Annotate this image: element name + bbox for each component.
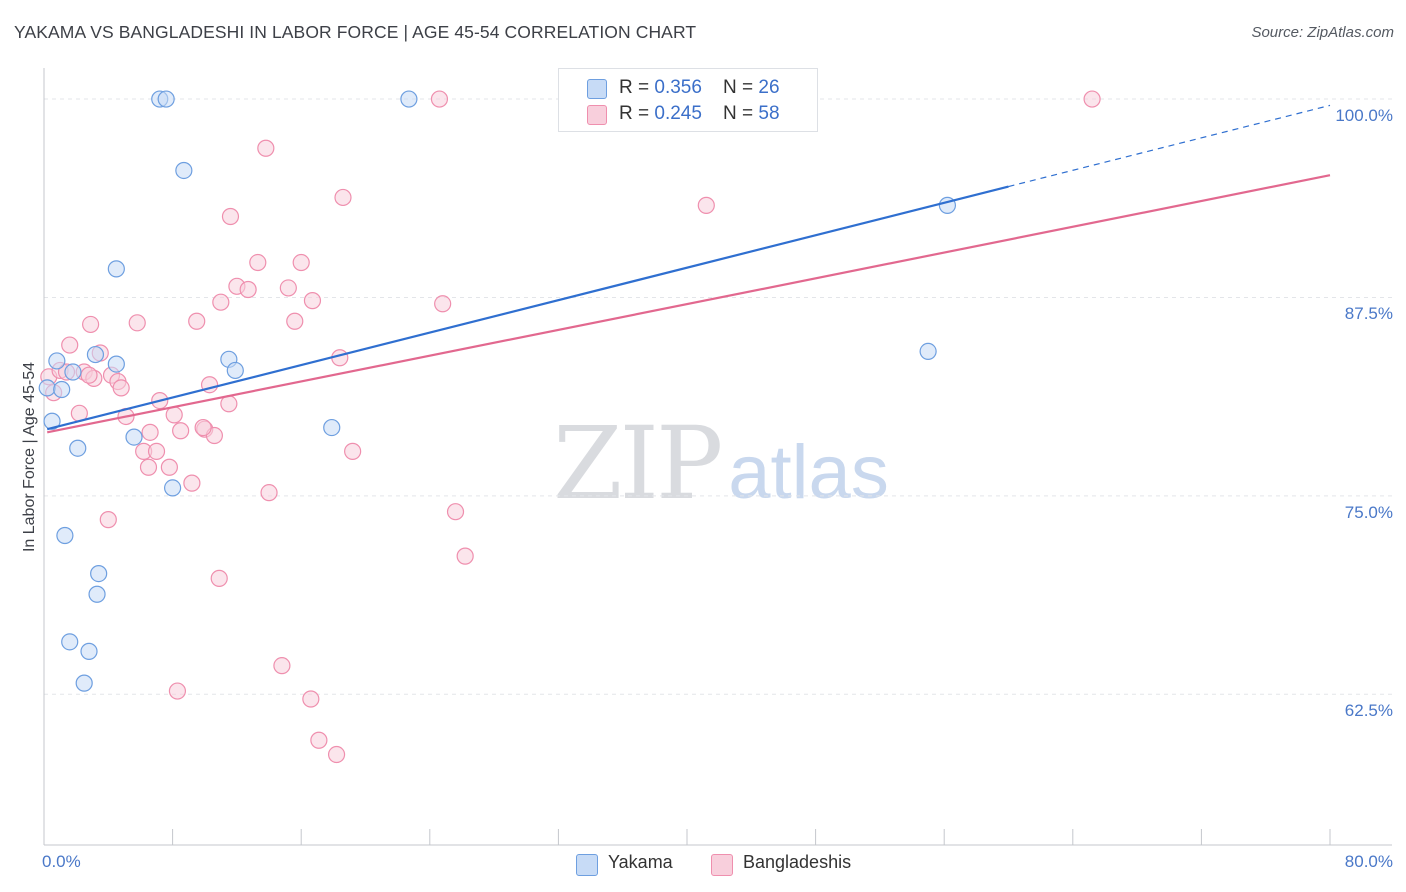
yakama-point [90,564,108,583]
bangladeshi-point [249,253,267,272]
bangladeshi-point [160,458,178,476]
x-tick-min: 0.0% [42,852,81,871]
yakama-point [43,412,61,430]
yakama-swatch [576,854,598,876]
yakama-point [157,90,175,108]
yakama-point [323,418,341,437]
yakama-point [56,526,74,545]
yakama-point [164,479,182,497]
yakama-point [125,428,143,446]
chart-title: YAKAMA VS BANGLADESHI IN LABOR FORCE | A… [14,22,697,42]
r-value: 0.245 [654,103,702,124]
bangladeshi-point [128,314,146,332]
y-tick-label: 62.5% [1344,701,1393,721]
bangladeshi-point [183,474,201,492]
yakama-point [80,642,98,660]
bangladeshi-point [61,336,79,354]
yakama-point [86,345,105,364]
source-label: Source: ZipAtlas.com [1251,24,1394,41]
bangladeshi-point [310,731,328,749]
bangladeshi-point [327,745,346,764]
bangladeshi-trend-line [46,174,1331,434]
bangladeshi-point [434,295,452,313]
yakama-point [175,161,193,180]
bangladeshi-point [302,690,320,708]
bangladeshi-point [334,188,352,207]
bangladeshi-swatch [587,105,607,125]
yakama-point [48,352,66,370]
yakama-point [107,260,125,278]
y-tick-label: 75.0% [1344,502,1393,522]
bangladeshi-point [430,90,449,108]
bangladeshi-point [239,280,257,299]
bangladeshi-point [99,511,117,529]
yakama-point [88,585,106,603]
bangladeshi-point [1083,90,1101,108]
watermark-zip: ZIP [553,405,723,522]
trend-lines [46,104,1331,434]
y-tick-label: 87.5% [1344,304,1393,324]
n-value: 58 [758,103,780,124]
r-label: R = [619,103,655,124]
x-tick-max: 80.0% [1344,852,1393,871]
bangladeshi-point [172,422,190,440]
data-points [38,90,1101,764]
bangladeshi-point [456,547,474,565]
yakama-point [61,633,79,651]
yakama-point [75,674,93,692]
bangladeshi-swatch [711,854,733,876]
yakama-point [919,342,937,361]
bangladeshi-point [139,458,158,476]
r-value: 0.356 [654,77,702,98]
bangladeshi-point [210,569,228,587]
yakama-point [400,90,418,108]
bangladeshi-point [188,312,206,330]
bangladeshi-point [303,292,322,310]
y-axis-label: In Labor Force | Age 45-54 [21,361,38,553]
n-label: N = [723,77,759,98]
bangladeshis-legend-label: Bangladeshis [743,852,852,872]
watermark: ZIP atlas [553,405,889,522]
bangladeshi-point [165,406,183,424]
yakama-point [69,439,87,457]
bangladeshi-point [168,682,187,700]
yakama-point [38,379,56,397]
bangladeshi-point [112,379,130,397]
bangladeshi-point [80,366,98,384]
bangladeshi-point [82,315,100,334]
yakama-trend-line [46,185,1009,431]
bangladeshi-point [147,442,166,460]
bangladeshi-point [273,657,291,675]
yakama-swatch [587,79,607,99]
bangladeshi-point [446,503,465,521]
bangladeshi-point [292,253,310,272]
bangladeshi-point [257,139,275,157]
bangladeshi-point [260,484,278,502]
bangladeshi-point [221,207,240,226]
bangladeshi-point [194,418,212,437]
bangladeshi-point [212,293,230,311]
bangladeshi-point [344,442,362,460]
r-label: R = [619,77,655,98]
watermark-atlas: atlas [728,430,889,515]
yakama-point [226,361,244,380]
yakama-legend-label: Yakama [608,852,673,872]
n-label: N = [723,103,759,124]
y-tick-label: 100.0% [1335,106,1393,126]
correlation-legend: R = 0.356 N = 26 R = 0.245 N = 58 [558,68,818,132]
n-value: 26 [758,77,780,98]
yakama-point [107,355,125,373]
yakama-trend-extension [1008,104,1331,188]
bangladeshi-point [141,423,159,441]
yakama-point [64,363,82,381]
yakama-point [53,380,71,399]
bangladeshi-point [286,312,304,330]
grid-lines [44,98,1392,695]
bangladeshi-point [279,279,297,297]
axes [43,68,1392,846]
bangladeshi-point [697,196,715,214]
